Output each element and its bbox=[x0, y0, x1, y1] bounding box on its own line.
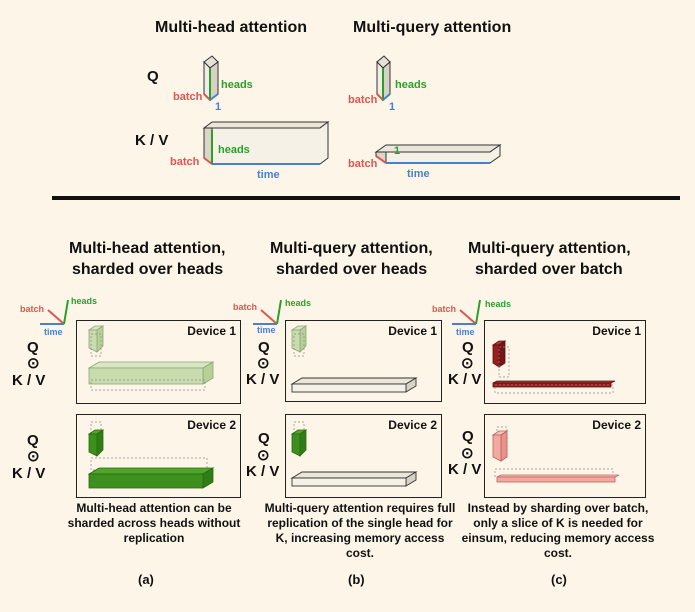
caption-a: Multi-head attention can be sharded acro… bbox=[67, 501, 241, 545]
c-device2-label: Device 2 bbox=[592, 418, 641, 432]
col-c-title-1: Multi-query attention, bbox=[468, 240, 631, 257]
c-device2-box: Device 2 bbox=[484, 414, 646, 498]
axis-legend-a bbox=[40, 299, 69, 325]
sublabel-a: (a) bbox=[138, 572, 154, 587]
c-d1-odot: ⊙ bbox=[461, 355, 474, 372]
top-kv-label: K / V bbox=[135, 132, 169, 149]
a-d2-kv: K / V bbox=[12, 465, 46, 482]
a-d1-kv: K / V bbox=[12, 372, 46, 389]
b-d2-odot: ⊙ bbox=[257, 447, 270, 464]
a-d1-odot: ⊙ bbox=[27, 355, 40, 372]
mha-q-block bbox=[203, 55, 219, 102]
axis-b-time: time bbox=[257, 325, 276, 335]
mqa-q-heads: heads bbox=[395, 79, 427, 91]
a-device2-label: Device 2 bbox=[187, 418, 236, 432]
b-device1-box: Device 1 bbox=[285, 320, 442, 402]
axis-a-batch: batch bbox=[20, 304, 45, 314]
col-a-title-2: sharded over heads bbox=[72, 261, 224, 278]
mqa-kv-one: 1 bbox=[394, 145, 401, 157]
c-device1-box: Device 1 bbox=[484, 320, 646, 404]
a-device1-tensors bbox=[87, 325, 215, 391]
c-d1-kv: K / V bbox=[448, 371, 482, 388]
a-device2-tensors bbox=[87, 421, 215, 489]
b-device1-label: Device 1 bbox=[388, 324, 437, 338]
mqa-kv-batch: batch bbox=[348, 158, 378, 170]
c-device1-label: Device 1 bbox=[592, 324, 641, 338]
axis-b-batch: batch bbox=[233, 302, 258, 312]
b-device2-label: Device 2 bbox=[388, 418, 437, 432]
axis-legend-b bbox=[253, 299, 282, 325]
b-device1-tensors bbox=[290, 325, 418, 393]
mha-kv-batch: batch bbox=[170, 156, 200, 168]
b-d1-q: Q bbox=[258, 339, 270, 356]
mqa-q-batch: batch bbox=[348, 94, 378, 106]
b-d2-kv: K / V bbox=[246, 463, 280, 480]
b-d2-q: Q bbox=[258, 430, 270, 447]
mqa-title: Multi-query attention bbox=[353, 19, 512, 36]
mha-q-one: 1 bbox=[215, 101, 222, 113]
mqa-q-one: 1 bbox=[389, 101, 396, 113]
axis-legend-c bbox=[452, 299, 481, 325]
axis-c-time: time bbox=[456, 327, 475, 337]
a-device1-box: Device 1 bbox=[76, 320, 241, 404]
mha-kv-block bbox=[202, 121, 330, 165]
b-device2-box: Device 2 bbox=[285, 414, 442, 498]
b-device2-tensors bbox=[290, 421, 418, 487]
caption-c: Instead by sharding over batch, only a s… bbox=[461, 501, 655, 560]
axis-a-heads: heads bbox=[71, 296, 98, 306]
b-d1-odot: ⊙ bbox=[257, 355, 270, 372]
axis-c-batch: batch bbox=[432, 304, 457, 314]
axis-b-heads: heads bbox=[285, 298, 312, 308]
mha-q-heads: heads bbox=[221, 79, 253, 91]
c-d1-q: Q bbox=[462, 339, 474, 356]
mqa-kv-time: time bbox=[407, 168, 430, 180]
col-a-title-1: Multi-head attention, bbox=[69, 240, 226, 257]
mqa-q-block bbox=[376, 55, 391, 102]
col-b-title-1: Multi-query attention, bbox=[270, 240, 433, 257]
a-device1-label: Device 1 bbox=[187, 324, 236, 338]
caption-b: Multi-query attention requires full repl… bbox=[264, 501, 456, 560]
c-device1-tensors bbox=[491, 340, 616, 394]
top-q-label: Q bbox=[147, 68, 159, 85]
a-d2-odot: ⊙ bbox=[27, 448, 40, 465]
c-d2-kv: K / V bbox=[448, 461, 482, 478]
section-divider bbox=[52, 196, 680, 200]
a-d2-q: Q bbox=[27, 432, 39, 449]
mha-title: Multi-head attention bbox=[155, 19, 307, 36]
a-d1-q: Q bbox=[27, 339, 39, 356]
col-b-title-2: sharded over heads bbox=[276, 261, 428, 278]
b-d1-kv: K / V bbox=[246, 371, 280, 388]
sublabel-b: (b) bbox=[348, 572, 365, 587]
sublabel-c: (c) bbox=[551, 572, 567, 587]
mha-q-batch: batch bbox=[173, 91, 203, 103]
c-device2-tensors bbox=[491, 426, 620, 483]
mha-kv-time: time bbox=[257, 169, 280, 181]
mha-kv-heads: heads bbox=[218, 144, 250, 156]
axis-a-time: time bbox=[44, 327, 63, 337]
a-device2-box: Device 2 bbox=[76, 414, 241, 498]
col-c-title-2: sharded over batch bbox=[475, 261, 623, 278]
mqa-kv-block bbox=[374, 144, 502, 164]
axis-c-heads: heads bbox=[485, 299, 512, 309]
c-d2-odot: ⊙ bbox=[461, 445, 474, 462]
c-d2-q: Q bbox=[462, 428, 474, 445]
